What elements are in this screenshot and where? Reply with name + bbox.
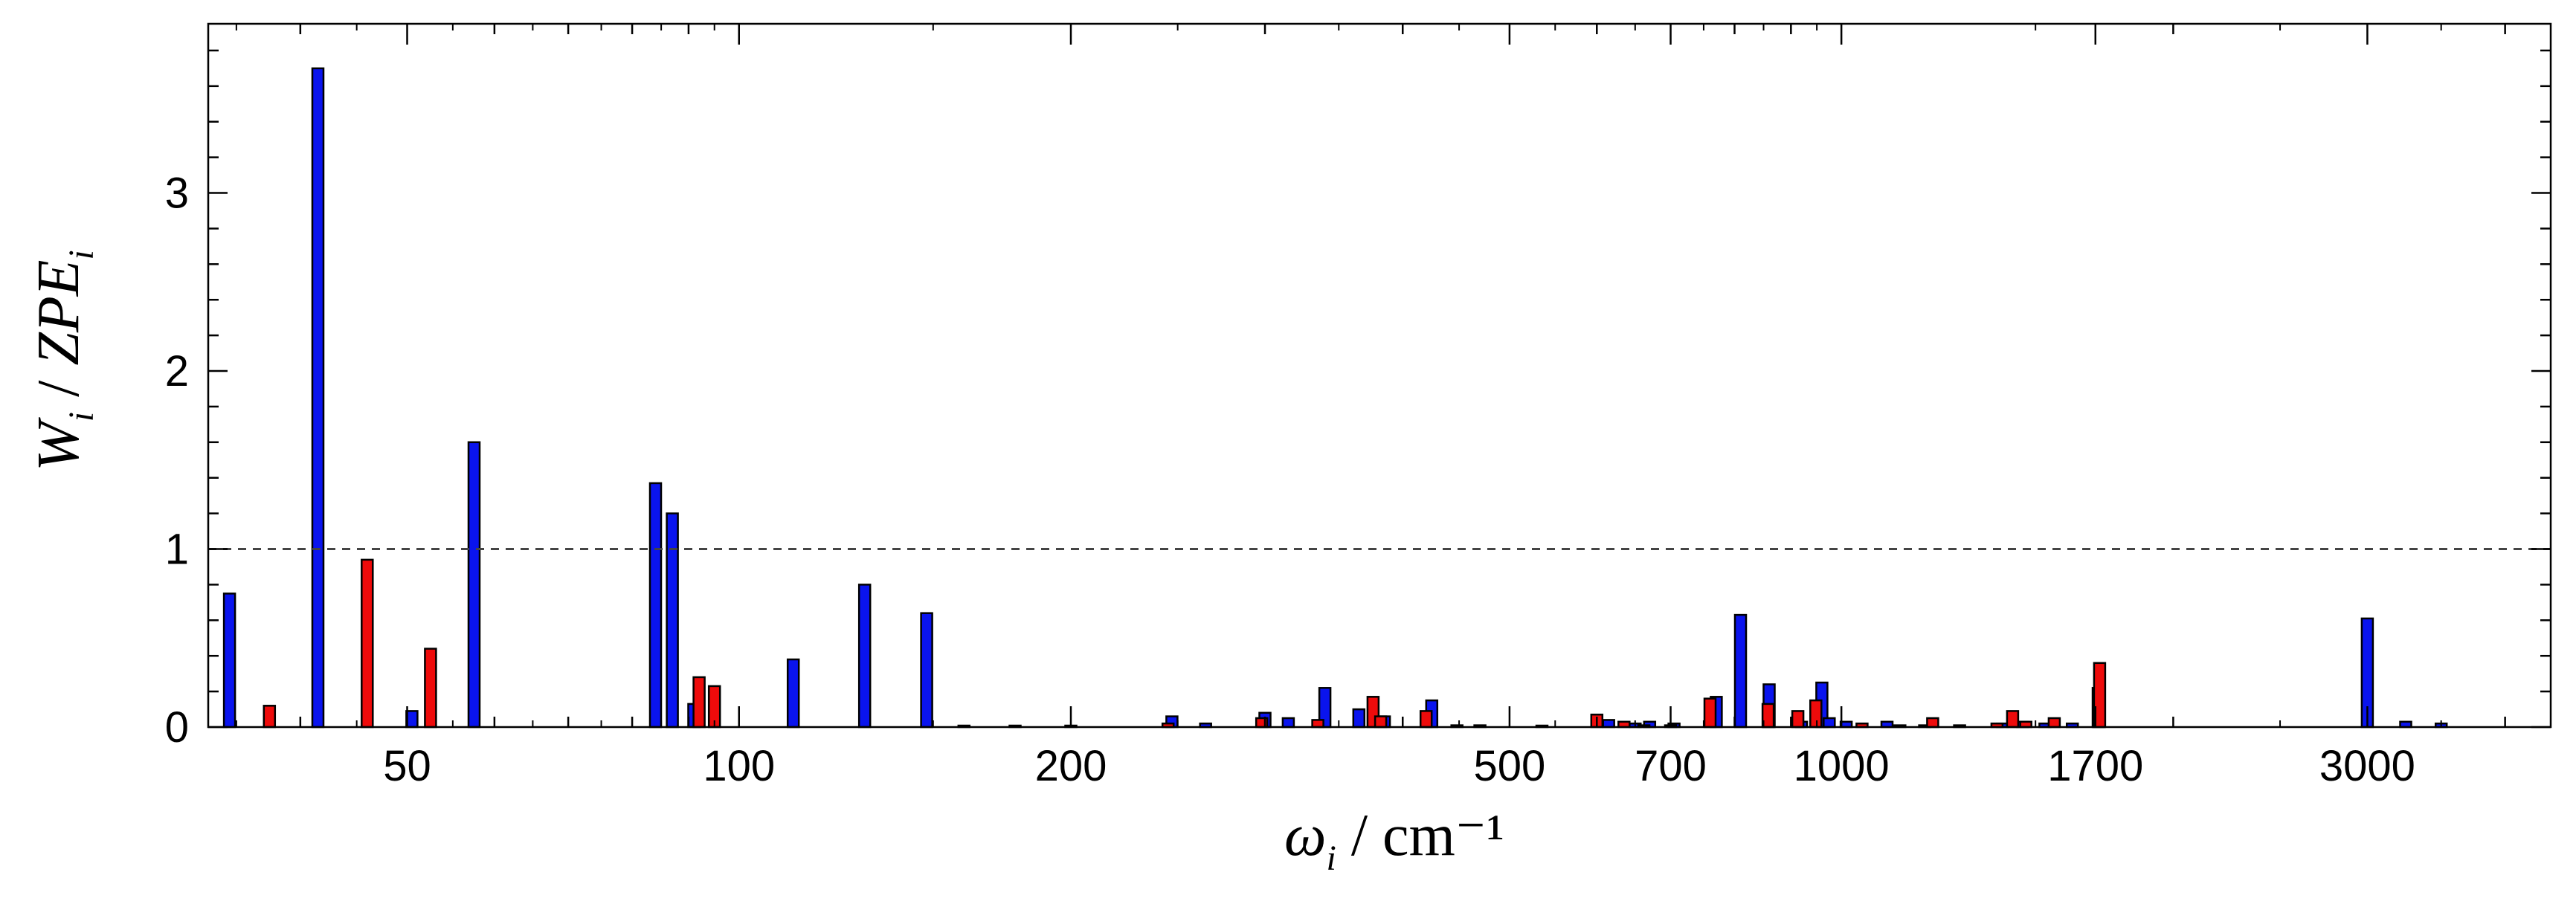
blue-bar bbox=[1281, 717, 1295, 729]
red-bar bbox=[263, 705, 277, 729]
blue-bar bbox=[920, 612, 933, 729]
blue-bar bbox=[648, 482, 663, 729]
blue-bar bbox=[1733, 613, 1748, 729]
red-bar bbox=[2047, 717, 2061, 729]
red-bar bbox=[1311, 719, 1324, 729]
red-bar bbox=[1809, 699, 1823, 729]
red-bar bbox=[1926, 717, 1939, 729]
axes-layer bbox=[207, 22, 2552, 729]
x-tick-label: 1700 bbox=[2047, 742, 2143, 790]
x-tick-label: 500 bbox=[1474, 742, 1546, 790]
blue-bar bbox=[1823, 717, 1836, 729]
red-bar bbox=[1703, 697, 1717, 729]
x-tick-label: 3000 bbox=[2319, 742, 2415, 790]
blue-bar bbox=[857, 584, 872, 729]
y-tick-label: 3 bbox=[165, 170, 189, 218]
red-bar bbox=[1791, 710, 1805, 729]
x-axis-title: ωi / cm⁻¹ bbox=[1284, 803, 1504, 878]
red-bar bbox=[1419, 710, 1433, 729]
red-bar bbox=[361, 558, 374, 729]
tick-labels-layer: 0 1 2 3 50 100 200 500 700 1000 1700 3000 bbox=[165, 170, 2415, 790]
x-tick-label: 700 bbox=[1635, 742, 1707, 790]
blue-bar bbox=[467, 441, 481, 729]
x-tick-label: 1000 bbox=[1794, 742, 1890, 790]
red-bar bbox=[1374, 715, 1388, 729]
plot-frame bbox=[207, 22, 2552, 729]
bars-layer bbox=[222, 67, 2448, 729]
x-tick-label: 200 bbox=[1035, 742, 1107, 790]
blue-bar bbox=[311, 67, 325, 729]
x-tick-label: 100 bbox=[703, 742, 775, 790]
blue-bar bbox=[1602, 719, 1615, 729]
axis-titles-layer: ωi / cm⁻¹ Wi / ZPEi bbox=[26, 250, 1504, 878]
blue-bar bbox=[1352, 708, 1366, 729]
blue-bar bbox=[666, 512, 679, 729]
y-tick-label: 1 bbox=[165, 526, 189, 574]
red-bar bbox=[2006, 710, 2020, 729]
red-bar bbox=[692, 676, 706, 729]
y-tick-label: 2 bbox=[165, 347, 189, 396]
x-tick-label: 50 bbox=[383, 742, 431, 790]
blue-bar bbox=[222, 593, 236, 729]
red-bar bbox=[424, 648, 437, 729]
y-tick-label: 0 bbox=[165, 703, 189, 752]
y-axis-title: Wi / ZPEi bbox=[26, 250, 101, 471]
blue-bar bbox=[786, 658, 800, 729]
